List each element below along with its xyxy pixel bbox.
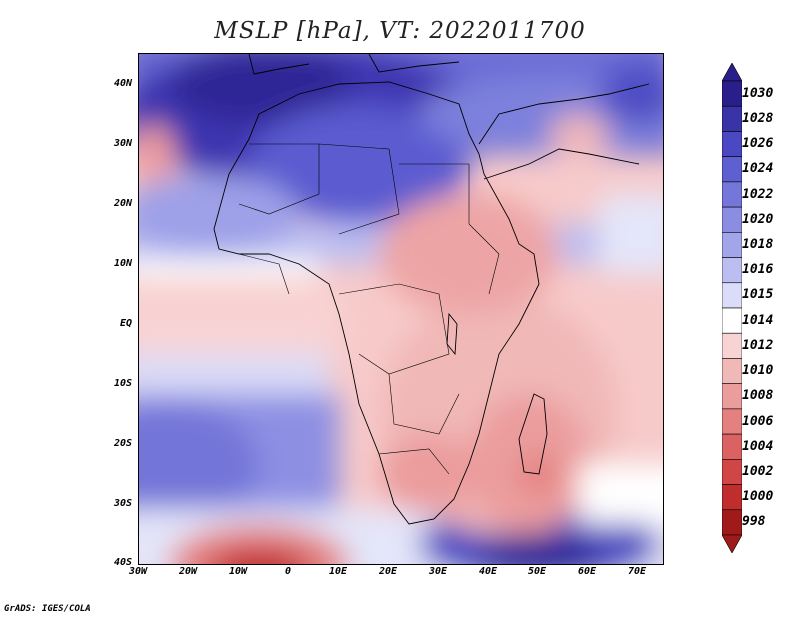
colorbar-label: 1010 [742,363,774,379]
colorbar-segments [722,63,742,553]
lon-label-50e: 50E [527,566,547,577]
colorbar-segment [722,358,742,384]
colorbar-segment [722,484,742,511]
colorbar-label: 1014 [742,312,774,328]
lat-label-40n: 40N [113,78,132,89]
colorbar-segment [722,105,742,132]
colorbar-label: 1024 [742,161,774,177]
lon-label-10w: 10W [228,566,248,577]
colorbar-label: 1030 [742,85,774,101]
lat-label-10n: 10N [113,258,132,269]
colorbar-label: 1000 [742,489,774,505]
colorbar-label: 998 [742,514,766,530]
grads-credit: GrADS: IGES/COLA [4,604,91,614]
colorbar-segment [722,433,742,460]
lon-label-10e: 10E [328,566,348,577]
lon-label-60e: 60E [577,566,597,577]
lat-label-40s: 40S [113,557,132,568]
lat-label-20s: 20S [113,438,132,449]
colorbar-label: 1015 [742,287,774,303]
lat-label-10s: 10S [113,378,132,389]
colorbar-label: 1016 [742,262,774,278]
colorbar-label: 1026 [742,136,774,152]
colorbar-top-arrow [722,63,742,82]
coastlines [213,54,650,525]
lon-label-30w: 30W [128,566,148,577]
colorbar-segment [722,307,742,334]
colorbar-label: 1002 [742,463,774,479]
colorbar-segment [722,80,742,107]
lon-label-40e: 40E [478,566,498,577]
colorbar-label: 1012 [742,337,774,353]
pressure-field [139,54,663,564]
lon-label-20e: 20E [378,566,398,577]
lon-label-30e: 30E [428,566,448,577]
colorbar-label: 1022 [742,186,774,202]
colorbar-segment [722,282,742,309]
colorbar-segment [722,206,742,233]
colorbar-segment [722,156,742,183]
map-title: MSLP [hPa], VT: 2022011700 [214,18,586,44]
lat-label-eq: EQ [119,318,132,329]
colorbar-segment [722,459,742,485]
colorbar-segment [722,232,742,258]
colorbar-label: 1028 [742,110,774,126]
colorbar-label: 1018 [742,236,774,252]
colorbar-label: 1020 [742,211,774,227]
lon-label-70e: 70E [627,566,647,577]
colorbar-segment [722,408,742,435]
colorbar-segment [722,181,742,208]
colorbar-label: 1006 [742,413,774,429]
lon-label-0: 0 [284,566,292,577]
pressure-map [138,53,664,565]
lat-label-30s: 30S [113,498,132,509]
colorbar-segment [722,383,742,410]
colorbar-bottom-arrow [722,534,742,553]
colorbar-segment [722,509,742,536]
lon-label-20w: 20W [178,566,198,577]
colorbar-segment [722,332,742,359]
country-borders [238,143,500,475]
colorbar-segment [722,257,742,284]
lat-label-20n: 20N [113,198,132,209]
colorbar-label: 1004 [742,438,774,454]
colorbar-label: 1008 [742,388,774,404]
colorbar [722,63,742,553]
pressure-shading [139,54,663,564]
lat-label-30n: 30N [113,138,132,149]
colorbar-segment [722,131,742,157]
